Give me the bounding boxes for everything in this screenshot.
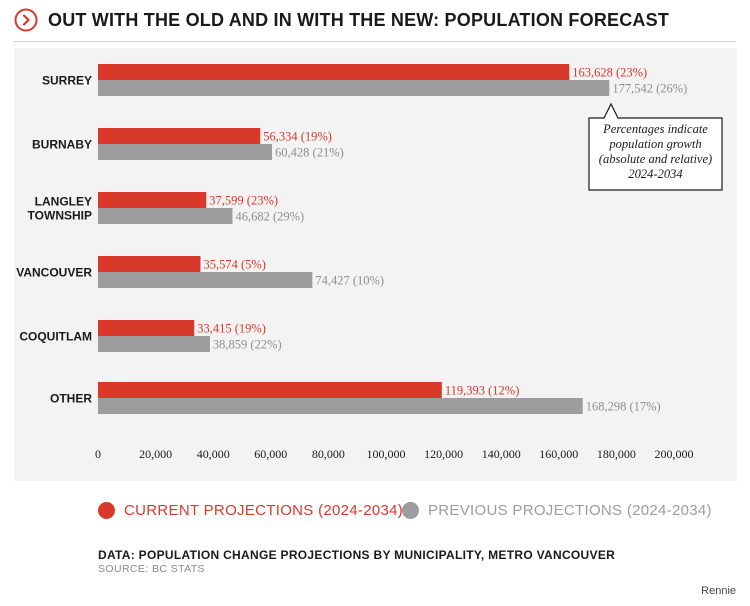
category-label: OTHER — [50, 392, 92, 406]
chart-panel: 0 20,000 40,000 60,000 80,000 100,000 120,000 1… — [14, 48, 737, 481]
x-tick-label: 80,000 — [312, 447, 345, 461]
data-label-current: 163,628 (23%) — [572, 66, 647, 80]
credit: Rennie — [701, 585, 736, 597]
x-tick-label: 160,000 — [539, 447, 578, 461]
category-label: BURNABY — [32, 138, 92, 152]
legend-current-label: CURRENT PROJECTIONS (2024-2034) — [124, 502, 404, 519]
data-label-current: 33,415 (19%) — [197, 322, 266, 336]
data-label-previous: 38,859 (22%) — [213, 338, 282, 352]
bar-current — [98, 320, 195, 336]
data-label-current: 35,574 (5%) — [203, 258, 266, 272]
data-label-previous: 46,682 (29%) — [235, 210, 304, 224]
x-tick-label: 0 — [95, 447, 101, 461]
category-label: LANGLEY — [35, 195, 92, 209]
bar-previous — [98, 208, 233, 224]
chevron-right-circle-icon — [14, 8, 38, 32]
annotation-text: population growth — [608, 137, 701, 151]
bar-previous — [98, 336, 210, 352]
bar-previous — [98, 80, 610, 96]
data-label-previous: 168,298 (17%) — [586, 400, 661, 414]
legend-previous-swatch — [402, 502, 419, 519]
bar-current — [98, 64, 570, 80]
category-label: TOWNSHIP — [28, 209, 92, 223]
title-divider — [14, 41, 736, 42]
category-label: SURREY — [42, 74, 92, 88]
chart-header: OUT WITH THE OLD AND IN WITH THE NEW: PO… — [14, 8, 669, 32]
x-tick-label: 120,000 — [424, 447, 463, 461]
x-tick-label: 200,000 — [655, 447, 694, 461]
bar-current — [98, 192, 207, 208]
annotation-box — [588, 102, 723, 191]
data-label-previous: 60,428 (21%) — [275, 146, 344, 160]
data-label-current: 119,393 (12%) — [445, 384, 520, 398]
legend-current-swatch — [98, 502, 115, 519]
bar-current — [98, 256, 201, 272]
legend-previous-label: PREVIOUS PROJECTIONS (2024-2034) — [428, 502, 712, 519]
bar-current — [98, 128, 261, 144]
legend-previous: PREVIOUS PROJECTIONS (2024-2034) — [402, 502, 712, 519]
category-label: COQUITLAM — [19, 330, 92, 344]
bar-previous — [98, 398, 583, 414]
x-tick-label: 40,000 — [197, 447, 230, 461]
x-tick-label: 140,000 — [482, 447, 521, 461]
x-tick-label: 20,000 — [139, 447, 172, 461]
data-label-current: 37,599 (23%) — [209, 194, 278, 208]
bar-chart: 0 20,000 40,000 60,000 80,000 100,000 120,000 1… — [16, 64, 723, 461]
chart-title: OUT WITH THE OLD AND IN WITH THE NEW: PO… — [48, 9, 670, 30]
x-tick-label: 180,000 — [597, 447, 636, 461]
bar-current — [98, 382, 442, 398]
data-label-previous: 177,542 (26%) — [612, 82, 687, 96]
source-note: SOURCE: BC STATS — [98, 563, 205, 575]
legend-current: CURRENT PROJECTIONS (2024-2034) — [98, 502, 403, 519]
annotation-text: Percentages indicate — [602, 122, 708, 136]
annotation-text: 2024-2034 — [628, 167, 682, 181]
annotation-text: (absolute and relative) — [599, 152, 712, 166]
data-label-previous: 74,427 (10%) — [315, 274, 384, 288]
bar-previous — [98, 272, 313, 288]
category-label: VANCOUVER — [16, 266, 92, 280]
data-note: DATA: POPULATION CHANGE PROJECTIONS BY M… — [98, 548, 616, 562]
data-label-current: 56,334 (19%) — [263, 130, 332, 144]
bar-previous — [98, 144, 273, 160]
x-tick-label: 100,000 — [367, 447, 406, 461]
x-tick-label: 60,000 — [254, 447, 287, 461]
